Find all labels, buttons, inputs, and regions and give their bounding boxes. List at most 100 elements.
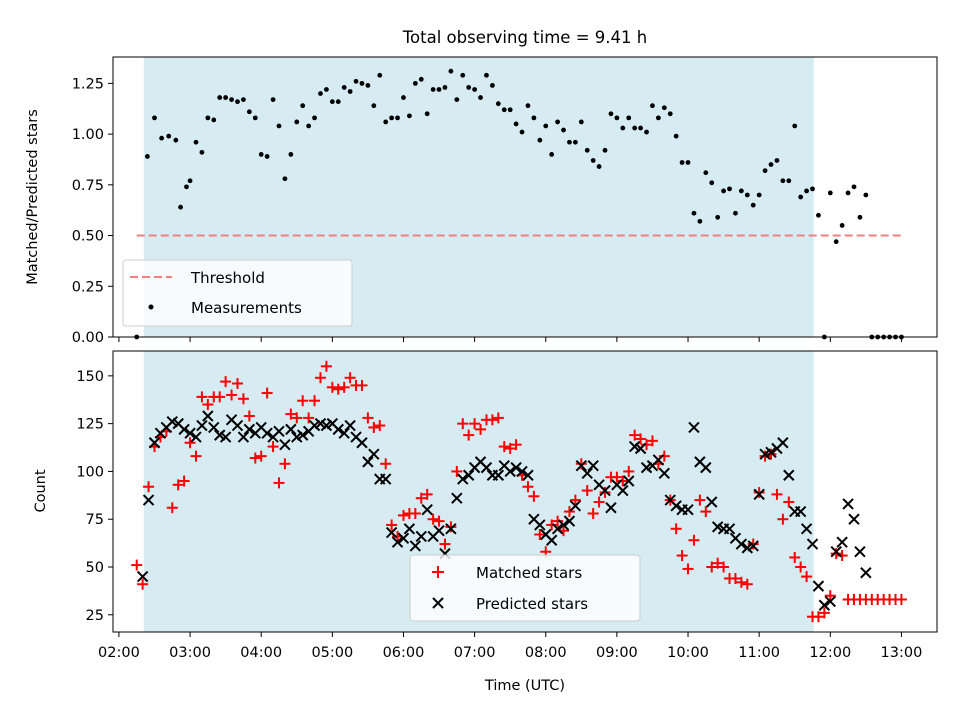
predicted-point bbox=[409, 540, 422, 552]
data-point bbox=[845, 190, 851, 196]
data-point bbox=[211, 117, 217, 123]
matched-point bbox=[291, 412, 303, 424]
predicted-point bbox=[842, 498, 854, 510]
predicted-point bbox=[421, 503, 433, 516]
data-point bbox=[679, 160, 685, 165]
predicted-point bbox=[599, 484, 611, 497]
matched-point bbox=[599, 486, 611, 498]
predicted-point bbox=[545, 534, 558, 546]
matched-point bbox=[492, 412, 504, 424]
matched-point bbox=[380, 458, 392, 470]
matched-point bbox=[409, 507, 421, 519]
data-point bbox=[184, 184, 189, 190]
predicted-point bbox=[735, 538, 748, 550]
data-point bbox=[531, 115, 537, 121]
matched-point bbox=[279, 458, 291, 470]
predicted-point bbox=[794, 505, 807, 518]
x-tick-label: 03:00 bbox=[169, 645, 211, 661]
matched-point bbox=[528, 490, 540, 502]
matched-point bbox=[202, 399, 214, 411]
data-point bbox=[851, 184, 857, 190]
matched-point bbox=[231, 377, 243, 389]
predicted-point bbox=[723, 523, 736, 535]
data-point bbox=[217, 95, 223, 100]
matched-point bbox=[362, 412, 374, 424]
data-point bbox=[738, 188, 744, 194]
matched-point bbox=[243, 410, 255, 422]
predicted-point bbox=[202, 410, 214, 422]
predicted-point bbox=[261, 427, 273, 439]
data-point bbox=[318, 91, 323, 96]
matched-point bbox=[314, 372, 326, 384]
data-point bbox=[650, 103, 655, 109]
data-point bbox=[478, 95, 483, 100]
data-point bbox=[246, 109, 252, 115]
data-point bbox=[513, 121, 519, 127]
matched-point bbox=[718, 561, 730, 573]
matched-point bbox=[534, 529, 546, 541]
matched-point bbox=[131, 559, 143, 571]
matched-point bbox=[670, 523, 682, 535]
data-point bbox=[229, 97, 234, 103]
matched-point bbox=[184, 437, 196, 449]
data-point bbox=[466, 85, 472, 90]
matched-point bbox=[486, 414, 498, 426]
matched-point bbox=[546, 519, 558, 531]
predicted-point bbox=[462, 469, 475, 481]
data-point bbox=[389, 115, 395, 121]
data-point bbox=[620, 125, 626, 131]
legend-matched-swatch bbox=[432, 566, 444, 578]
matched-point bbox=[676, 550, 688, 562]
matched-point bbox=[729, 572, 741, 584]
data-point bbox=[377, 72, 383, 78]
x-tick-label: 12:00 bbox=[809, 645, 851, 661]
data-point bbox=[744, 192, 750, 198]
data-point bbox=[484, 72, 489, 78]
matched-point bbox=[812, 611, 824, 623]
matched-point bbox=[297, 395, 309, 407]
data-point bbox=[430, 87, 436, 92]
data-point bbox=[395, 115, 400, 121]
data-point bbox=[756, 192, 762, 198]
predicted-point bbox=[806, 538, 819, 550]
predicted-point bbox=[522, 469, 534, 481]
predicted-point bbox=[623, 475, 635, 487]
predicted-point bbox=[812, 580, 825, 592]
predicted-point bbox=[362, 456, 374, 468]
matched-point bbox=[765, 448, 777, 460]
predicted-point bbox=[391, 536, 404, 548]
predicted-point bbox=[279, 438, 291, 451]
y-tick-label: 75 bbox=[86, 512, 104, 528]
y-tick-label: 0.50 bbox=[72, 229, 104, 245]
matched-point bbox=[753, 486, 765, 498]
data-point bbox=[312, 115, 317, 121]
matched-point bbox=[581, 485, 593, 497]
predicted-point bbox=[504, 465, 516, 478]
top-panel-frame bbox=[112, 56, 938, 338]
predicted-point bbox=[208, 421, 220, 434]
predicted-point bbox=[534, 519, 546, 531]
data-point bbox=[857, 214, 863, 220]
predicted-point bbox=[332, 423, 344, 436]
data-point bbox=[442, 85, 448, 90]
data-point bbox=[768, 162, 774, 167]
matched-point bbox=[777, 513, 789, 525]
y-tick-label: 0.25 bbox=[72, 279, 104, 295]
data-point bbox=[685, 160, 691, 165]
chart-title: Total observing time = 9.41 h bbox=[402, 28, 647, 47]
data-point bbox=[608, 111, 614, 117]
matched-point bbox=[421, 488, 433, 500]
data-point bbox=[347, 89, 353, 94]
data-point bbox=[833, 239, 839, 245]
matched-point bbox=[587, 507, 599, 519]
x-axis-label: Time (UTC) bbox=[484, 678, 565, 694]
data-point bbox=[638, 125, 643, 131]
bottom-panel-ylabel: Count bbox=[33, 469, 49, 512]
predicted-point bbox=[617, 484, 629, 497]
matched-point bbox=[255, 450, 267, 462]
data-point bbox=[727, 186, 732, 192]
predicted-point bbox=[753, 488, 765, 501]
data-point bbox=[661, 105, 667, 111]
matched-point bbox=[196, 391, 208, 403]
legend-matched-label: Matched stars bbox=[476, 564, 582, 582]
